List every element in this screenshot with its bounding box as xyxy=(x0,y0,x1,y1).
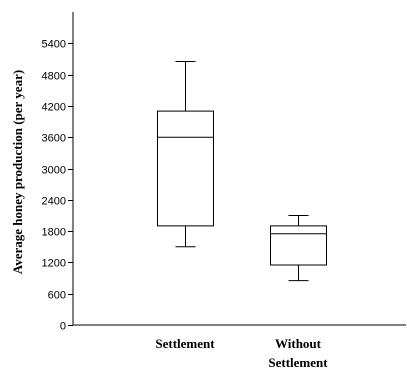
box-group xyxy=(157,61,214,248)
iqr-box xyxy=(270,225,327,266)
category-label-line: Without xyxy=(275,336,322,351)
y-tick-label: 3600 xyxy=(42,133,66,145)
iqr-box xyxy=(157,110,214,227)
category-label-line: Settlement xyxy=(268,355,328,368)
y-tick-label: 2400 xyxy=(42,196,66,208)
y-tick-label: 4800 xyxy=(42,71,66,83)
y-tick-label: 1800 xyxy=(42,227,66,239)
y-tick-label: 4200 xyxy=(42,102,66,114)
y-tick-label: 3000 xyxy=(42,165,66,177)
y-tick-label: 5400 xyxy=(42,39,66,51)
y-axis-title: Average honey production (per year) xyxy=(10,70,25,274)
x-category-label: Without Settlement xyxy=(268,336,328,368)
x-category-labels: Settlement Without Settlement xyxy=(155,336,328,368)
y-tick-label: 0 xyxy=(60,321,66,333)
axes-layer xyxy=(72,12,406,326)
y-tick-label: 1200 xyxy=(42,258,66,270)
category-label-line: Settlement xyxy=(155,336,215,351)
y-ticks-layer: 0 600 1200 1800 2400 3000 3600 4200 4800 5400 xyxy=(42,39,73,333)
x-category-label: Settlement xyxy=(155,336,215,351)
box-group xyxy=(270,214,327,282)
y-tick-label: 600 xyxy=(48,290,66,302)
boxes-layer xyxy=(157,61,327,282)
